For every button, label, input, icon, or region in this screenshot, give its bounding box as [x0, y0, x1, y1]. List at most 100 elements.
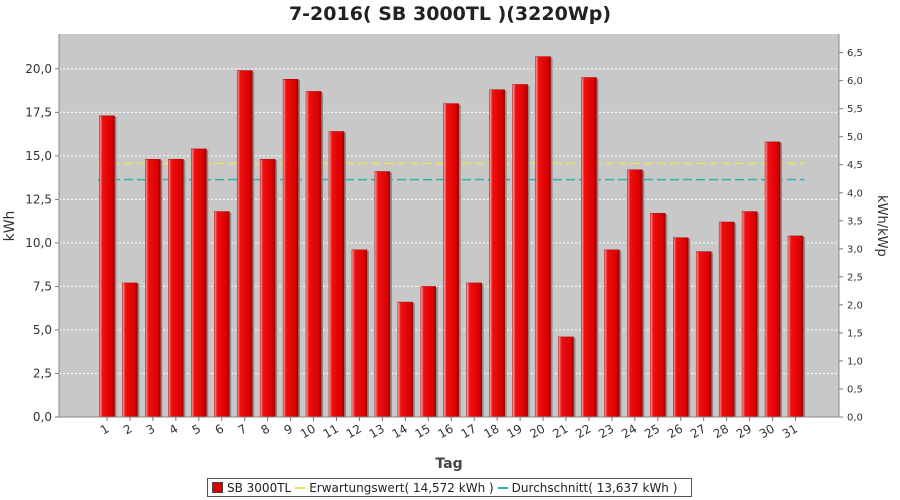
- x-tick-label: 27: [688, 421, 708, 441]
- bar-21: [558, 336, 574, 418]
- y2-tick-label: 6,0: [847, 76, 863, 87]
- bar-13: [374, 171, 391, 418]
- bar-24: [627, 169, 643, 418]
- bar-8: [259, 159, 276, 418]
- y-tick-label: 10,0: [25, 236, 52, 250]
- y2-tick-label: 2,5: [847, 272, 863, 283]
- legend-swatch-series: [212, 482, 223, 493]
- y-tick-label: 12,5: [25, 192, 52, 206]
- bar-14: [397, 301, 414, 418]
- x-tick-label: 10: [298, 421, 318, 441]
- y2-tick-label: 4,0: [847, 188, 863, 199]
- bar-23: [604, 249, 620, 418]
- bar-4: [168, 159, 184, 418]
- bar-3: [145, 159, 161, 418]
- axis-layer: 0,02,55,07,510,012,515,017,520,00,00,51,…: [25, 34, 863, 441]
- bar-15: [420, 286, 437, 418]
- x-tick-label: 6: [213, 421, 227, 437]
- legend-label-average: Durchschnitt( 13,637 kWh ): [511, 480, 678, 495]
- y2-tick-label: 4,5: [847, 160, 863, 171]
- bar-19: [512, 84, 528, 418]
- y-axis-label: kWh: [2, 211, 18, 242]
- y2-tick-label: 0,0: [847, 413, 863, 424]
- x-tick-label: 1: [98, 421, 112, 437]
- bar-5: [191, 148, 207, 418]
- x-tick-label: 18: [481, 421, 501, 441]
- x-tick-label: 21: [550, 421, 570, 441]
- y2-axis-label: kWh/kWp: [874, 195, 889, 257]
- legend-item-average: Durchschnitt( 13,637 kWh ): [497, 480, 678, 495]
- x-tick-label: 24: [619, 421, 639, 441]
- bar-16: [443, 103, 459, 418]
- x-tick-label: 16: [436, 421, 456, 441]
- y2-tick-label: 1,5: [847, 328, 863, 339]
- legend-line-average: [497, 486, 508, 489]
- x-tick-label: 2: [121, 421, 135, 437]
- x-tick-label: 29: [734, 421, 754, 441]
- bar-11: [328, 131, 345, 418]
- y-tick-label: 15,0: [25, 149, 52, 163]
- x-tick-label: 19: [504, 421, 524, 441]
- x-tick-label: 28: [711, 421, 731, 441]
- bar-12: [351, 249, 368, 418]
- bar-2: [122, 282, 138, 418]
- bar-29: [741, 211, 758, 418]
- bar-25: [650, 213, 666, 418]
- y2-tick-label: 3,5: [847, 216, 863, 227]
- x-tick-label: 5: [190, 421, 204, 437]
- x-tick-label: 14: [390, 421, 410, 441]
- legend: SB 3000TL Erwartungswert( 14,572 kWh ) D…: [207, 478, 692, 497]
- y-tick-label: 17,5: [25, 105, 52, 119]
- x-tick-label: 13: [367, 421, 387, 441]
- x-tick-label: 9: [281, 421, 295, 437]
- x-axis-label: Tag: [435, 456, 462, 472]
- x-tick-label: 17: [458, 421, 478, 441]
- legend-line-expected: [295, 486, 306, 489]
- y2-tick-label: 5,5: [847, 104, 863, 115]
- bar-30: [764, 141, 781, 418]
- y2-tick-label: 0,5: [847, 384, 863, 395]
- bar-20: [535, 56, 551, 418]
- bar-9: [282, 79, 299, 418]
- x-tick-label: 12: [344, 421, 364, 441]
- x-tick-label: 31: [780, 421, 800, 441]
- bar-6: [214, 211, 230, 418]
- legend-item-series: SB 3000TL: [212, 481, 291, 495]
- bar-26: [673, 237, 689, 418]
- x-tick-label: 20: [527, 421, 547, 441]
- bar-18: [489, 89, 505, 418]
- y2-tick-label: 1,0: [847, 356, 863, 367]
- legend-label-series: SB 3000TL: [227, 480, 292, 495]
- x-tick-label: 26: [665, 421, 685, 441]
- x-tick-label: 15: [413, 421, 433, 441]
- y2-tick-label: 2,0: [847, 300, 863, 311]
- bar-28: [718, 221, 735, 418]
- bar-layer: [99, 56, 805, 418]
- y-tick-label: 7,5: [33, 279, 52, 293]
- bar-22: [581, 77, 597, 418]
- bar-31: [787, 235, 804, 418]
- x-tick-label: 22: [573, 421, 593, 441]
- x-tick-label: 4: [167, 421, 181, 437]
- y-tick-label: 2,5: [33, 366, 52, 380]
- x-tick-label: 25: [642, 421, 662, 441]
- legend-item-expected: Erwartungswert( 14,572 kWh ): [295, 480, 494, 495]
- y-tick-label: 20,0: [25, 62, 52, 76]
- y2-tick-label: 6,5: [847, 48, 863, 59]
- bar-7: [236, 70, 253, 418]
- y-tick-label: 5,0: [33, 323, 52, 337]
- bar-1: [99, 115, 115, 418]
- bar-10: [305, 91, 322, 418]
- x-tick-label: 3: [144, 421, 158, 437]
- y2-tick-label: 5,0: [847, 132, 863, 143]
- bar-17: [466, 282, 482, 418]
- x-tick-label: 23: [596, 421, 616, 441]
- x-tick-label: 8: [259, 421, 273, 437]
- y2-tick-label: 3,0: [847, 244, 863, 255]
- x-tick-label: 7: [236, 421, 250, 437]
- legend-label-expected: Erwartungswert( 14,572 kWh ): [309, 480, 494, 495]
- bar-27: [695, 251, 712, 418]
- chart-title: 7-2016( SB 3000TL )(3220Wp): [289, 3, 611, 25]
